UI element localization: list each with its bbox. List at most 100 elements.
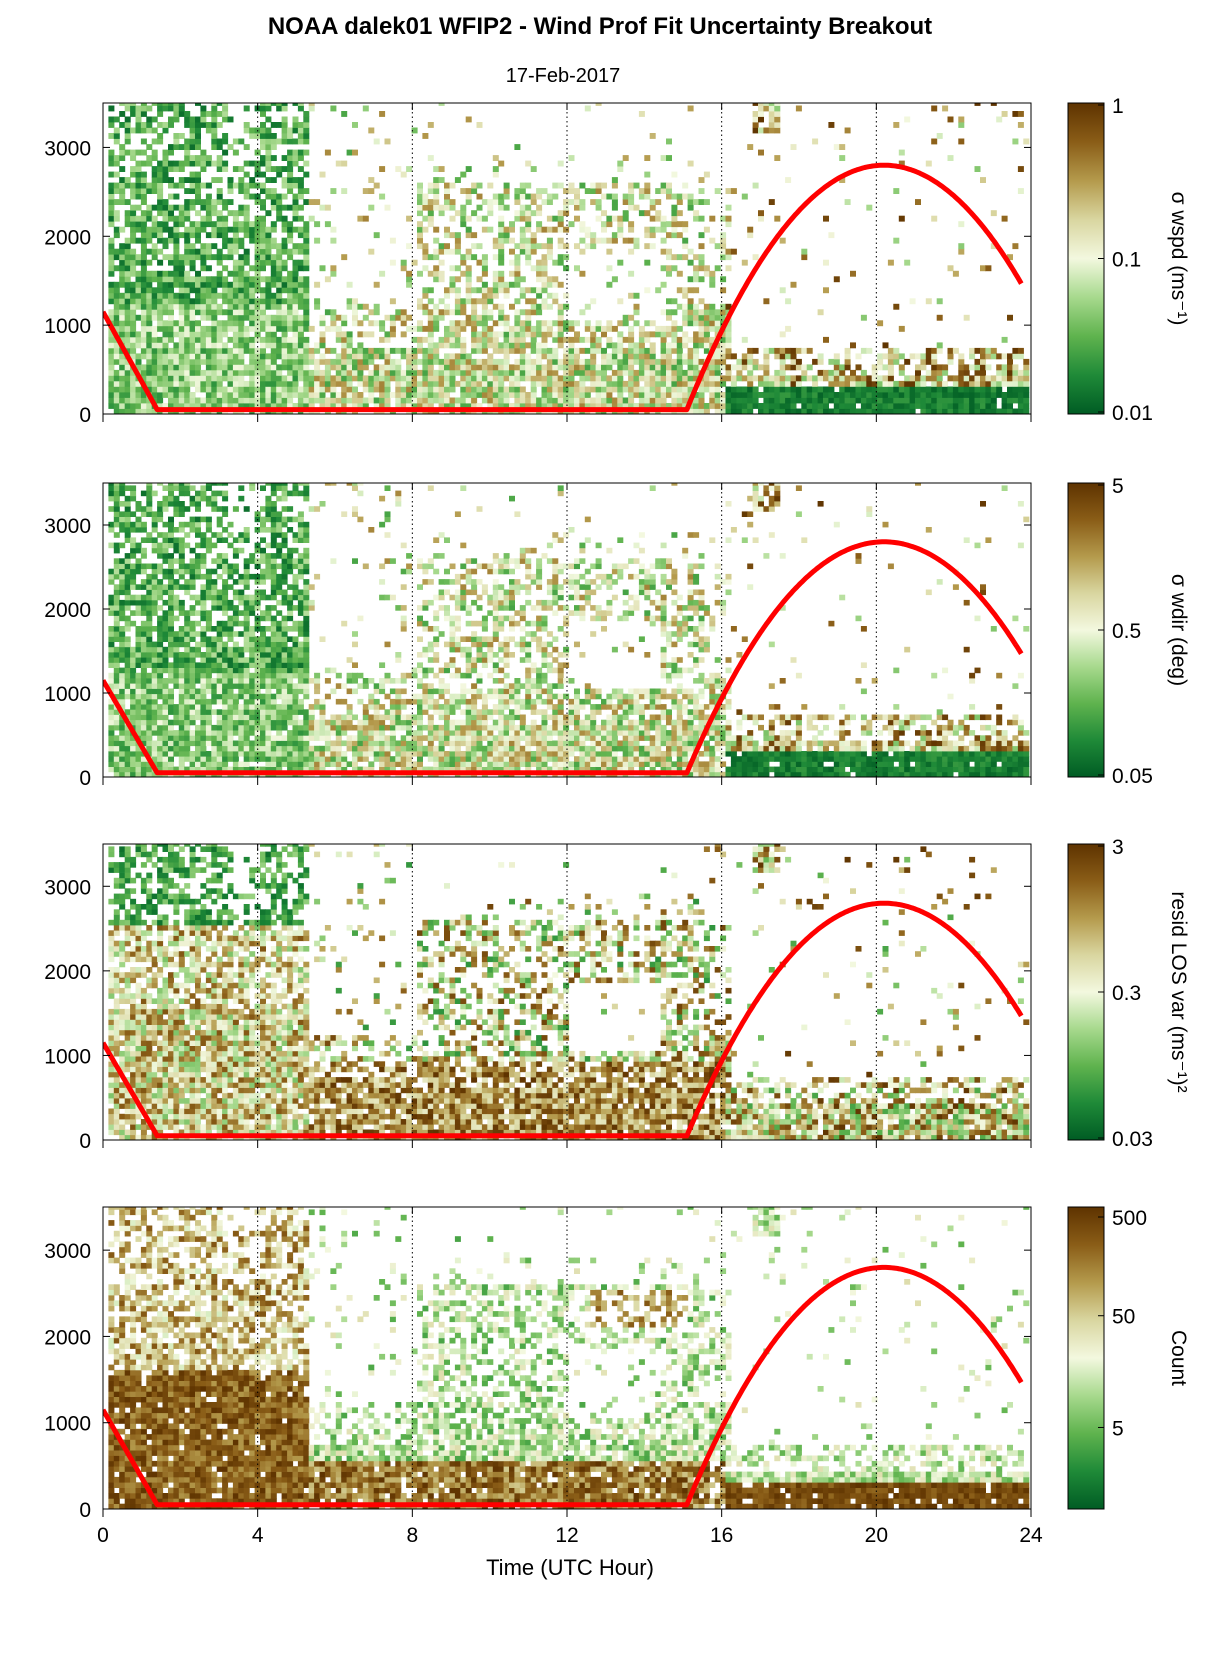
heatmap-cell — [119, 309, 126, 316]
heatmap-cell — [168, 320, 174, 327]
heatmap-cell — [168, 292, 174, 299]
heatmap-cell — [449, 204, 456, 211]
heatmap-cell — [140, 698, 147, 705]
heatmap-cell — [119, 568, 126, 575]
heatmap-cell — [660, 331, 667, 338]
heatmap-cell — [211, 325, 218, 332]
heatmap-cell — [205, 204, 212, 211]
heatmap-cell — [173, 662, 180, 668]
heatmap-cell — [108, 215, 115, 222]
heatmap-cell — [471, 369, 478, 376]
heatmap-cell — [379, 386, 386, 393]
heatmap-cell — [417, 380, 423, 387]
heatmap-cell — [200, 704, 207, 710]
heatmap-cell — [260, 204, 266, 211]
heatmap-cell — [140, 392, 147, 398]
heatmap-cell — [557, 160, 564, 167]
heatmap-cell — [525, 226, 532, 233]
heatmap-cell — [638, 210, 645, 217]
heatmap-cell — [720, 403, 727, 409]
heatmap-cell — [909, 403, 916, 409]
heatmap-cell — [617, 342, 624, 349]
heatmap-cell — [232, 314, 239, 321]
heatmap-cell — [503, 287, 510, 294]
heatmap-cell — [113, 155, 120, 161]
heatmap-cell — [151, 215, 158, 222]
heatmap-cell — [173, 547, 180, 554]
heatmap-cell — [254, 270, 261, 277]
heatmap-cell — [936, 403, 943, 409]
heatmap-cell — [168, 204, 174, 211]
heatmap-cell — [173, 615, 180, 622]
heatmap-cell — [205, 704, 212, 710]
heatmap-cell — [779, 347, 786, 354]
heatmap-cell — [243, 347, 250, 354]
heatmap-cell — [168, 103, 174, 106]
heatmap-cell — [806, 386, 813, 393]
heatmap-cell — [687, 375, 694, 382]
heatmap-cell — [590, 199, 597, 205]
heatmap-cell — [438, 166, 445, 172]
heatmap-cell — [411, 358, 418, 365]
heatmap-cell — [790, 144, 797, 150]
heatmap-cell — [205, 358, 212, 365]
heatmap-cell — [460, 303, 467, 310]
heatmap-cell — [389, 298, 396, 305]
heatmap-cell — [947, 347, 954, 354]
heatmap-cell — [243, 270, 250, 277]
heatmap-cell — [200, 243, 207, 250]
heatmap-cell — [178, 501, 185, 507]
heatmap-cell — [584, 392, 591, 398]
heatmap-cell — [368, 386, 375, 393]
heatmap-cell — [195, 688, 201, 695]
heatmap-cell — [200, 756, 207, 762]
heatmap-cell — [373, 320, 380, 327]
heatmap-cell — [454, 380, 461, 387]
heatmap-cell — [292, 177, 299, 183]
heatmap-cell — [525, 160, 532, 167]
heatmap-cell — [189, 501, 196, 507]
heatmap-cell — [606, 386, 613, 393]
heatmap-cell — [795, 386, 802, 393]
heatmap-cell — [276, 265, 283, 272]
heatmap-cell — [952, 347, 959, 354]
heatmap-cell — [205, 542, 212, 549]
heatmap-cell — [617, 331, 624, 338]
heatmap-cell — [260, 320, 266, 327]
heatmap-cell — [189, 568, 196, 575]
heatmap-cell — [113, 646, 120, 653]
heatmap-cell — [211, 331, 218, 338]
heatmap-cell — [341, 369, 348, 376]
heatmap-cell — [189, 138, 196, 145]
heatmap-cell — [379, 392, 386, 398]
heatmap-cell — [801, 369, 808, 376]
heatmap-cell — [611, 403, 618, 409]
heatmap-cell — [795, 380, 802, 387]
heatmap-cell — [963, 380, 970, 387]
heatmap-cell — [135, 626, 142, 632]
heatmap-cell — [270, 380, 277, 387]
heatmap-cell — [146, 615, 153, 622]
heatmap-cell — [611, 199, 618, 205]
heatmap-cell — [184, 386, 191, 393]
heatmap-cell — [119, 610, 126, 616]
heatmap-cell — [146, 331, 153, 338]
heatmap-cell — [249, 226, 256, 233]
heatmap-cell — [752, 347, 759, 354]
heatmap-cell — [720, 331, 727, 338]
heatmap-cell — [476, 193, 483, 200]
heatmap-cell — [671, 221, 678, 228]
heatmap-cell — [395, 364, 402, 371]
heatmap-cell — [178, 641, 185, 648]
heatmap-cell — [124, 403, 131, 409]
heatmap-cell — [400, 380, 407, 387]
heatmap-cell — [205, 380, 212, 387]
heatmap-cell — [595, 325, 602, 332]
heatmap-cell — [211, 122, 218, 128]
heatmap-cell — [119, 298, 126, 305]
heatmap-cell — [227, 403, 234, 409]
heatmap-cell — [146, 610, 153, 616]
heatmap-cell — [211, 103, 218, 106]
heatmap-cell — [411, 336, 418, 343]
heatmap-cell — [980, 403, 986, 409]
